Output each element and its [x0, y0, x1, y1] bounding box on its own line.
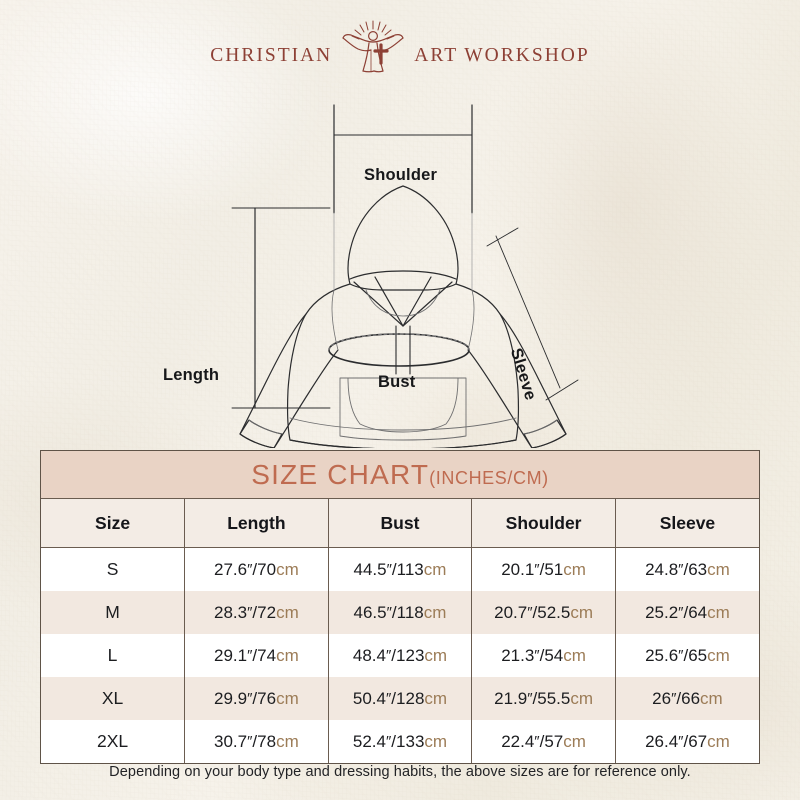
size-chart-title-row: SIZE CHART(INCHES/CM) — [41, 451, 759, 499]
column-header-sleeve: Sleeve — [615, 498, 759, 548]
dimension-label-shoulder: Shoulder — [364, 166, 438, 184]
cell-shoulder: 21.9″/55.5cm — [471, 677, 616, 720]
column-header-shoulder: Shoulder — [471, 498, 616, 548]
disclaimer-note: Depending on your body type and dressing… — [109, 764, 691, 780]
table-row: S 27.6″/70cm 44.5″/113cm 20.1″/51cm 24.8… — [41, 547, 759, 591]
cell-bust: 44.5″/113cm — [328, 547, 473, 591]
size-table: SIZE CHART(INCHES/CM) Size Length Bust S… — [41, 451, 759, 763]
cell-length: 28.3″/72cm — [184, 591, 329, 634]
brand-name-right: ART WORKSHOP — [414, 45, 590, 67]
cell-length: 29.1″/74cm — [184, 634, 329, 677]
garment-measurement-diagram: Shoulder Length Bust Sleeve — [0, 78, 800, 448]
hoodie-sweatshirt-outline-icon — [231, 104, 579, 448]
column-header-bust: Bust — [328, 498, 473, 548]
cell-size: L — [41, 634, 186, 677]
cell-shoulder: 21.3″/54cm — [471, 634, 616, 677]
cell-size: S — [41, 547, 186, 591]
table-header-row: Size Length Bust Shoulder Sleeve — [41, 498, 759, 548]
table-row: L 29.1″/74cm 48.4″/123cm 21.3″/54cm 25.6… — [41, 634, 759, 677]
dimension-label-length: Length — [163, 366, 220, 384]
size-chart-title-cell: SIZE CHART(INCHES/CM) — [41, 451, 759, 499]
cell-sleeve: 26.4″/67cm — [615, 720, 759, 763]
cell-bust: 50.4″/128cm — [328, 677, 473, 720]
cell-sleeve: 25.2″/64cm — [615, 591, 759, 634]
brand-header: CHRISTIAN — [0, 18, 800, 80]
cell-size: M — [41, 591, 186, 634]
cell-length: 27.6″/70cm — [184, 547, 329, 591]
cell-sleeve: 26″/66cm — [615, 677, 759, 720]
column-header-size: Size — [41, 498, 186, 548]
cell-length: 29.9″/76cm — [184, 677, 329, 720]
table-row: M 28.3″/72cm 46.5″/118cm 20.7″/52.5cm 25… — [41, 591, 759, 634]
cell-shoulder: 20.7″/52.5cm — [471, 591, 616, 634]
cell-sleeve: 24.8″/63cm — [615, 547, 759, 591]
risen-christ-cross-icon — [342, 20, 404, 73]
cell-size: 2XL — [41, 720, 186, 763]
brand-name-left: CHRISTIAN — [210, 45, 333, 67]
size-chart-title: SIZE CHART — [251, 458, 430, 490]
cell-length: 30.7″/78cm — [184, 720, 329, 763]
size-chart-units: (INCHES/CM) — [429, 467, 549, 488]
cell-shoulder: 22.4″/57cm — [471, 720, 616, 763]
dimension-label-bust: Bust — [378, 373, 416, 391]
cell-bust: 48.4″/123cm — [328, 634, 473, 677]
size-chart: SIZE CHART(INCHES/CM) Size Length Bust S… — [40, 450, 760, 764]
table-row: 2XL 30.7″/78cm 52.4″/133cm 22.4″/57cm 26… — [41, 720, 759, 763]
column-header-length: Length — [184, 498, 329, 548]
cell-bust: 46.5″/118cm — [328, 591, 473, 634]
cell-size: XL — [41, 677, 186, 720]
cell-bust: 52.4″/133cm — [328, 720, 473, 763]
cell-shoulder: 20.1″/51cm — [471, 547, 616, 591]
table-row: XL 29.9″/76cm 50.4″/128cm 21.9″/55.5cm 2… — [41, 677, 759, 720]
cell-sleeve: 25.6″/65cm — [615, 634, 759, 677]
